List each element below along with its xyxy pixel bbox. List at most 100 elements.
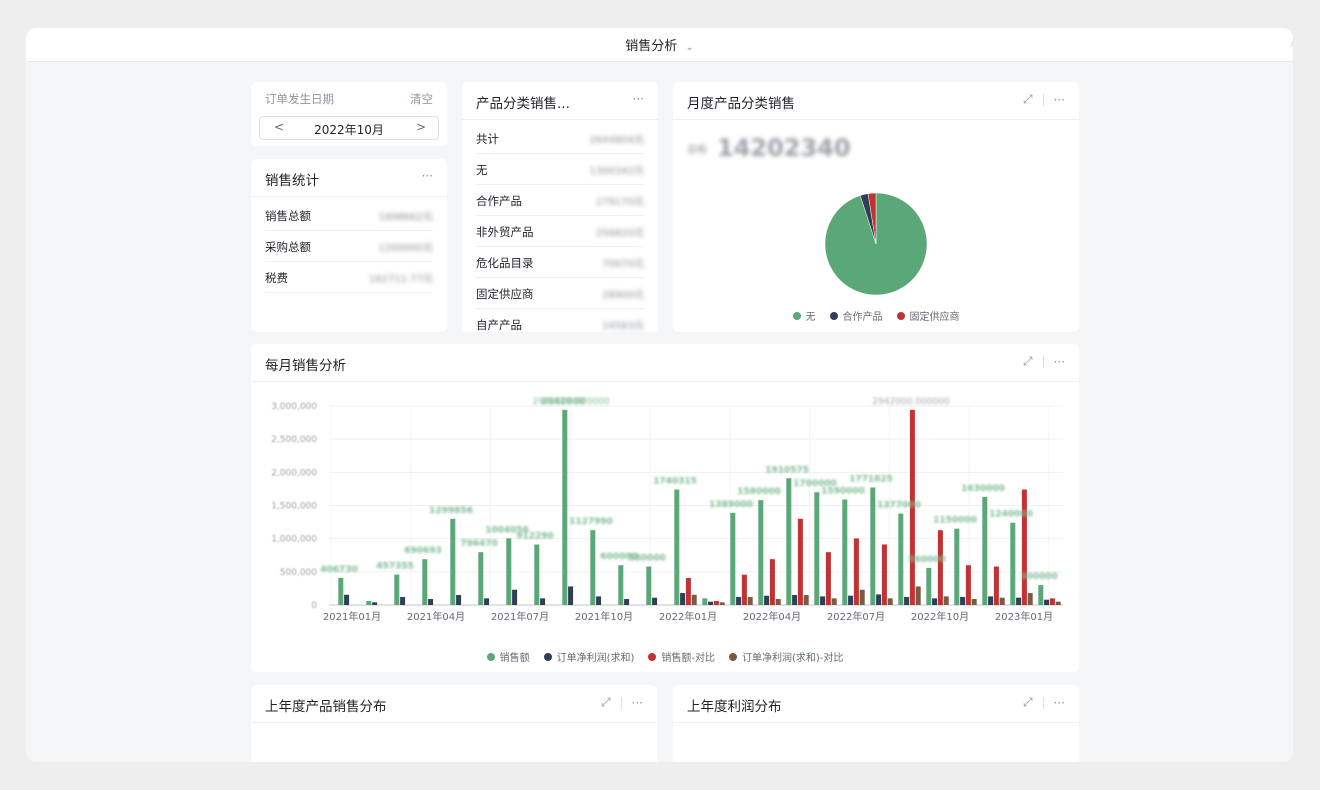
bar[interactable]	[1021, 489, 1027, 605]
bar[interactable]	[450, 518, 456, 605]
bar[interactable]	[842, 499, 848, 605]
bar[interactable]	[758, 500, 764, 605]
more-icon[interactable]: ···	[1053, 695, 1065, 710]
bar[interactable]	[708, 601, 714, 605]
bar[interactable]	[803, 595, 809, 605]
month-picker[interactable]: < 2022年10月 >	[259, 116, 439, 140]
expand-icon[interactable]: ⤢	[1022, 92, 1033, 106]
bar[interactable]	[825, 552, 831, 605]
clear-button[interactable]: 清空	[410, 92, 433, 106]
bar[interactable]	[943, 596, 949, 605]
bar[interactable]	[993, 566, 999, 605]
bar[interactable]	[366, 601, 372, 605]
expand-icon[interactable]: ⤢	[1022, 695, 1033, 709]
bar[interactable]	[719, 602, 725, 605]
bar[interactable]	[674, 489, 680, 605]
bar[interactable]	[372, 602, 378, 605]
bar[interactable]	[999, 597, 1005, 605]
bar[interactable]	[915, 586, 921, 605]
more-icon[interactable]: ···	[631, 695, 643, 710]
legend-item[interactable]: 销售额-对比	[648, 649, 715, 664]
bar[interactable]	[680, 593, 686, 605]
bar[interactable]	[478, 552, 484, 605]
bar[interactable]	[484, 598, 490, 605]
bar[interactable]	[1027, 593, 1033, 605]
bar[interactable]	[338, 578, 344, 605]
bar[interactable]	[590, 530, 596, 605]
more-icon[interactable]: ···	[632, 92, 644, 106]
bar[interactable]	[937, 530, 943, 605]
bar[interactable]	[562, 409, 568, 605]
bar[interactable]	[814, 492, 820, 605]
more-icon[interactable]: ···	[421, 169, 433, 183]
bar[interactable]	[881, 544, 887, 605]
bar[interactable]	[820, 596, 826, 605]
bar[interactable]	[887, 598, 893, 605]
expand-icon[interactable]: ⤢	[600, 695, 611, 709]
bar[interactable]	[1010, 522, 1016, 605]
bar[interactable]	[428, 599, 434, 605]
bar[interactable]	[971, 599, 977, 605]
bar[interactable]	[456, 595, 462, 605]
bar[interactable]	[422, 559, 428, 605]
bar[interactable]	[1044, 599, 1050, 605]
bar[interactable]	[747, 597, 753, 605]
bar[interactable]	[618, 565, 624, 605]
bar[interactable]	[792, 595, 798, 605]
bar[interactable]	[596, 596, 602, 605]
bar[interactable]	[1038, 585, 1044, 605]
legend-item[interactable]: 固定供应商	[896, 308, 960, 323]
bar[interactable]	[1055, 601, 1061, 605]
bar[interactable]	[775, 599, 781, 605]
prev-month-button[interactable]: <	[274, 120, 285, 134]
bar[interactable]	[1049, 598, 1055, 605]
bar[interactable]	[691, 594, 697, 605]
pie-slice[interactable]	[867, 192, 877, 245]
bar[interactable]	[926, 567, 932, 605]
legend-item[interactable]: 无	[792, 308, 816, 323]
bar[interactable]	[741, 574, 747, 605]
more-icon[interactable]: ···	[1053, 354, 1065, 369]
bar[interactable]	[506, 538, 512, 605]
legend-item[interactable]: 销售额	[486, 649, 530, 664]
bar[interactable]	[898, 513, 904, 605]
bar[interactable]	[769, 559, 775, 605]
legend-item[interactable]: 订单净利润(求和)-对比	[729, 649, 843, 664]
bar[interactable]	[876, 594, 882, 605]
bar[interactable]	[568, 586, 574, 605]
bar[interactable]	[646, 566, 652, 605]
bar[interactable]	[624, 599, 630, 605]
bar[interactable]	[730, 512, 736, 605]
bar[interactable]	[534, 544, 540, 605]
bar[interactable]	[786, 478, 792, 605]
bar[interactable]	[988, 596, 994, 605]
search-icon[interactable]: ⌕	[1290, 36, 1293, 51]
legend-item[interactable]: 合作产品	[829, 308, 883, 323]
bar[interactable]	[394, 574, 400, 605]
bar[interactable]	[685, 578, 691, 605]
bar[interactable]	[344, 594, 350, 605]
bar[interactable]	[853, 538, 859, 605]
expand-icon[interactable]: ⤢	[1022, 354, 1033, 368]
dashboard-title-dropdown[interactable]: 销售分析 ⌄	[26, 35, 1293, 54]
bar[interactable]	[909, 409, 915, 605]
bar[interactable]	[512, 589, 518, 605]
bar[interactable]	[870, 487, 876, 605]
bar[interactable]	[859, 589, 865, 605]
bar[interactable]	[954, 528, 960, 605]
bar[interactable]	[932, 598, 938, 605]
bar[interactable]	[702, 598, 708, 605]
bar[interactable]	[904, 597, 910, 605]
legend-item[interactable]: 订单净利润(求和)	[543, 649, 634, 664]
bar[interactable]	[764, 595, 770, 605]
bar[interactable]	[965, 565, 971, 605]
bar[interactable]	[736, 597, 742, 605]
bar[interactable]	[652, 597, 658, 605]
bar[interactable]	[1016, 597, 1022, 605]
bar[interactable]	[982, 496, 988, 605]
bar[interactable]	[400, 597, 406, 605]
bar[interactable]	[797, 518, 803, 605]
next-month-button[interactable]: >	[415, 120, 426, 134]
bar[interactable]	[713, 601, 719, 605]
bar[interactable]	[831, 598, 837, 605]
